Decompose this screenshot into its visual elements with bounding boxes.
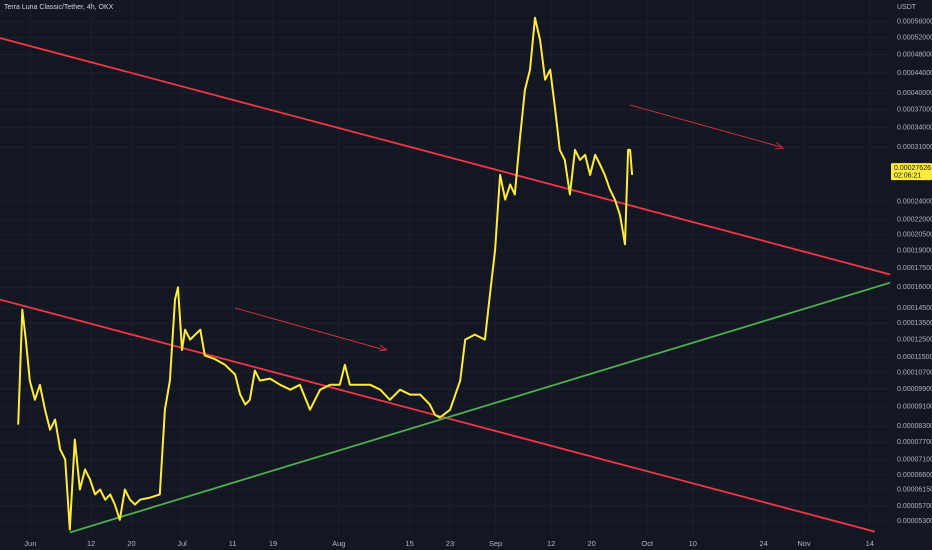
arrow-drawing	[234, 307, 386, 351]
price-label: 0.00027626	[894, 165, 931, 172]
arrow-head	[378, 344, 389, 352]
countdown-label: 02:06:21	[894, 172, 921, 179]
y-tick-label: 0.00008300	[897, 423, 932, 430]
arrow-head	[774, 141, 784, 150]
y-tick-label: 0.00044000	[897, 70, 932, 77]
price-line	[17, 16, 634, 531]
x-tick-label: 20	[587, 539, 595, 548]
x-tick-label: 12	[547, 539, 555, 548]
price-axis: 0.00056000 0.00052000 0.00048000 0.00044000…	[24, 19, 932, 548]
y-tick-label: 0.00009100	[897, 404, 932, 411]
y-tick-label: 0.00031000	[897, 144, 932, 151]
trend-line	[69, 281, 891, 534]
y-tick-label: 0.00005700	[897, 503, 932, 510]
y-tick-label: 0.00011500	[897, 354, 932, 361]
chart-title: Terra Luna Classic/Tether, 4h, OKX	[4, 4, 114, 11]
x-tick-label: Oct	[641, 539, 654, 548]
y-tick-label: 0.00007700	[897, 439, 932, 446]
x-tick-label: 24	[759, 539, 767, 548]
plot-area	[0, 16, 891, 534]
y-tick-label: 0.00009900	[897, 386, 932, 393]
x-tick-label: 10	[689, 539, 697, 548]
y-tick-label: 0.00013500	[897, 320, 932, 327]
x-tick-label: Jul	[177, 539, 187, 548]
x-tick-label: Jun	[24, 539, 36, 548]
x-tick-label: 14	[866, 539, 874, 548]
y-tick-label: 0.00022000	[897, 217, 932, 224]
y-tick-label: 0.00034000	[897, 124, 932, 131]
x-tick-label: 23	[446, 539, 454, 548]
x-tick-label: Nov	[797, 539, 811, 548]
arrow-drawing	[629, 104, 782, 148]
trend-line	[0, 37, 891, 276]
y-tick-label: 0.00024000	[897, 198, 932, 205]
y-tick-label: 0.00006600	[897, 472, 932, 479]
y-tick-label: 0.00010700	[897, 369, 932, 376]
y-tick-label: 0.00019000	[897, 248, 932, 255]
y-tick-label: 0.00052000	[897, 34, 932, 41]
x-tick-label: Aug	[332, 539, 345, 548]
y-tick-label: 0.00040000	[897, 90, 932, 97]
y-tick-label: 0.00005300	[897, 518, 932, 525]
x-tick-label: 15	[405, 539, 413, 548]
y-tick-label: 0.00020500	[897, 232, 932, 239]
x-tick-label: 19	[269, 539, 277, 548]
price-label-box	[891, 163, 932, 181]
y-tick-label: 0.00016000	[897, 284, 932, 291]
y-tick-label: 0.00007100	[897, 456, 932, 463]
x-tick-label: 11	[229, 539, 237, 548]
y-tick-label: 0.00048000	[897, 51, 932, 58]
axis-unit: USDT	[897, 4, 917, 11]
x-tick-label: Sep	[489, 539, 502, 548]
y-tick-label: 0.00006150	[897, 487, 932, 494]
y-tick-label: 0.00017500	[897, 265, 932, 272]
y-tick-label: 0.00037000	[897, 107, 932, 114]
x-tick-label: 20	[127, 539, 135, 548]
y-tick-label: 0.00012500	[897, 336, 932, 343]
y-tick-label: 0.00056000	[897, 19, 932, 26]
y-tick-label: 0.00014500	[897, 305, 932, 312]
x-tick-label: 12	[87, 539, 95, 548]
